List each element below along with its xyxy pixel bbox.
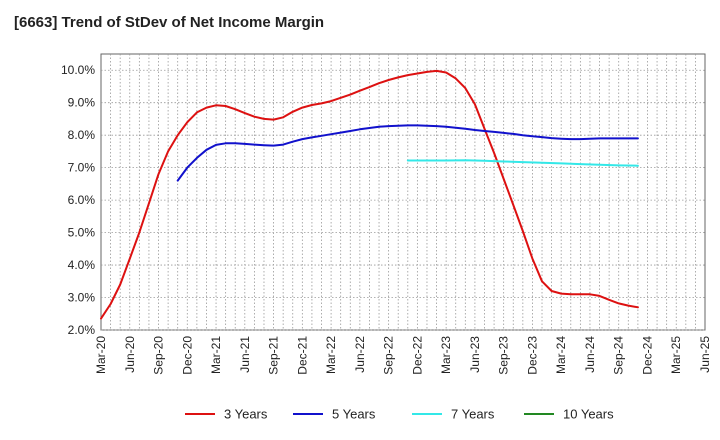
y-tick-label: 4.0%: [68, 258, 96, 272]
y-tick-label: 9.0%: [68, 96, 96, 110]
y-tick-label: 3.0%: [68, 291, 96, 305]
y-axis: 2.0% 3.0% 4.0% 5.0% 6.0% 7.0% 8.0% 9.0% 10.0%: [61, 63, 95, 337]
series-lines: [100, 69, 639, 320]
x-tick-label: Sep-22: [382, 336, 396, 375]
x-tick-label: Jun-20: [123, 336, 137, 373]
x-tick-label: Dec-24: [640, 336, 654, 375]
y-tick-label: 6.0%: [68, 193, 96, 207]
y-tick-label: 5.0%: [68, 226, 96, 240]
x-tick-label: Jun-23: [468, 336, 482, 373]
plot-area: [100, 53, 706, 331]
x-tick-label: Jun-24: [583, 336, 597, 373]
x-tick-label: Dec-20: [180, 336, 194, 375]
y-tick-label: 2.0%: [68, 323, 96, 337]
x-tick-label: Dec-22: [410, 336, 424, 375]
y-tick-label: 10.0%: [61, 63, 95, 77]
x-tick-label: Mar-25: [669, 336, 683, 374]
legend: 3 Years 5 Years 7 Years 10 Years: [185, 407, 614, 422]
x-tick-label: Sep-21: [267, 336, 281, 375]
x-axis: Mar-20 Jun-20 Sep-20 Dec-20 Mar-21 Jun-21 Sep-…: [94, 336, 712, 375]
x-tick-label: Mar-22: [324, 336, 338, 374]
x-tick-label: Sep-20: [152, 336, 166, 375]
x-tick-label: Dec-23: [525, 336, 539, 375]
series-line-7-years: [406, 159, 639, 167]
legend-label: 5 Years: [332, 407, 376, 422]
chart-title: [6663] Trend of StDev of Net Income Marg…: [14, 14, 325, 31]
x-tick-label: Jun-22: [353, 336, 367, 373]
x-tick-label: Sep-23: [497, 336, 511, 375]
y-tick-label: 8.0%: [68, 128, 96, 142]
x-tick-label: Mar-23: [439, 336, 453, 374]
x-tick-label: Jun-21: [238, 336, 252, 373]
x-tick-label: Mar-20: [94, 336, 108, 374]
grid: [101, 54, 705, 331]
x-tick-label: Dec-21: [295, 336, 309, 375]
legend-label: 3 Years: [224, 407, 268, 422]
x-tick-label: Jun-25: [698, 336, 712, 373]
legend-label: 7 Years: [451, 407, 495, 422]
series-line-5-years: [176, 124, 639, 182]
x-tick-label: Mar-24: [554, 336, 568, 374]
series-line-3-years: [100, 69, 639, 320]
x-tick-label: Sep-24: [612, 336, 626, 375]
y-tick-label: 7.0%: [68, 161, 96, 175]
legend-label: 10 Years: [563, 407, 614, 422]
x-tick-label: Mar-21: [209, 336, 223, 374]
